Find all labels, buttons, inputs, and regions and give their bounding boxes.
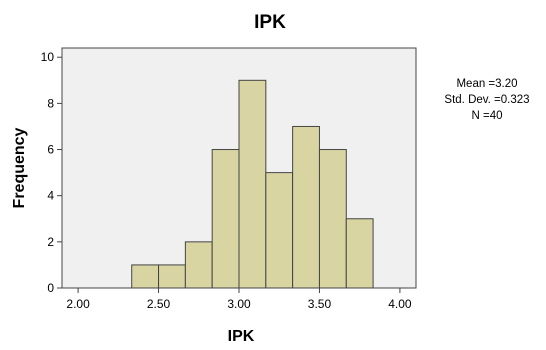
x-axis-title: IPK: [228, 328, 255, 345]
x-tick-label: 3.50: [308, 297, 332, 311]
y-tick-label: 2: [47, 235, 54, 249]
y-tick-label: 8: [47, 96, 54, 110]
y-axis: 0 2 4 6 8 10: [41, 50, 62, 295]
x-tick-label: 2.50: [147, 297, 171, 311]
y-tick-label: 6: [47, 143, 54, 157]
stat-mean: Mean =3.20: [456, 78, 517, 90]
histogram-bar: [132, 265, 159, 288]
y-tick-label: 10: [41, 50, 55, 64]
histogram-bar: [239, 80, 266, 288]
stat-n: N =40: [471, 110, 502, 122]
histogram-bar: [346, 219, 373, 288]
y-tick-label: 4: [47, 189, 54, 203]
histogram-bar: [212, 150, 239, 288]
histogram-bar: [319, 150, 346, 288]
stat-std-dev: Std. Dev. =0.323: [444, 94, 529, 106]
x-axis: 2.00 2.50 3.00 3.50 4.00: [66, 288, 411, 311]
histogram-bar: [159, 265, 186, 288]
x-tick-label: 4.00: [388, 297, 412, 311]
histogram-bar: [293, 126, 320, 288]
histogram-bar: [266, 173, 293, 288]
x-tick-label: 2.00: [66, 297, 90, 311]
histogram-bar: [185, 242, 212, 288]
x-tick-label: 3.00: [227, 297, 251, 311]
y-tick-label: 0: [47, 281, 54, 295]
chart-title: IPK: [254, 12, 286, 33]
y-axis-title: Frequency: [11, 127, 28, 208]
